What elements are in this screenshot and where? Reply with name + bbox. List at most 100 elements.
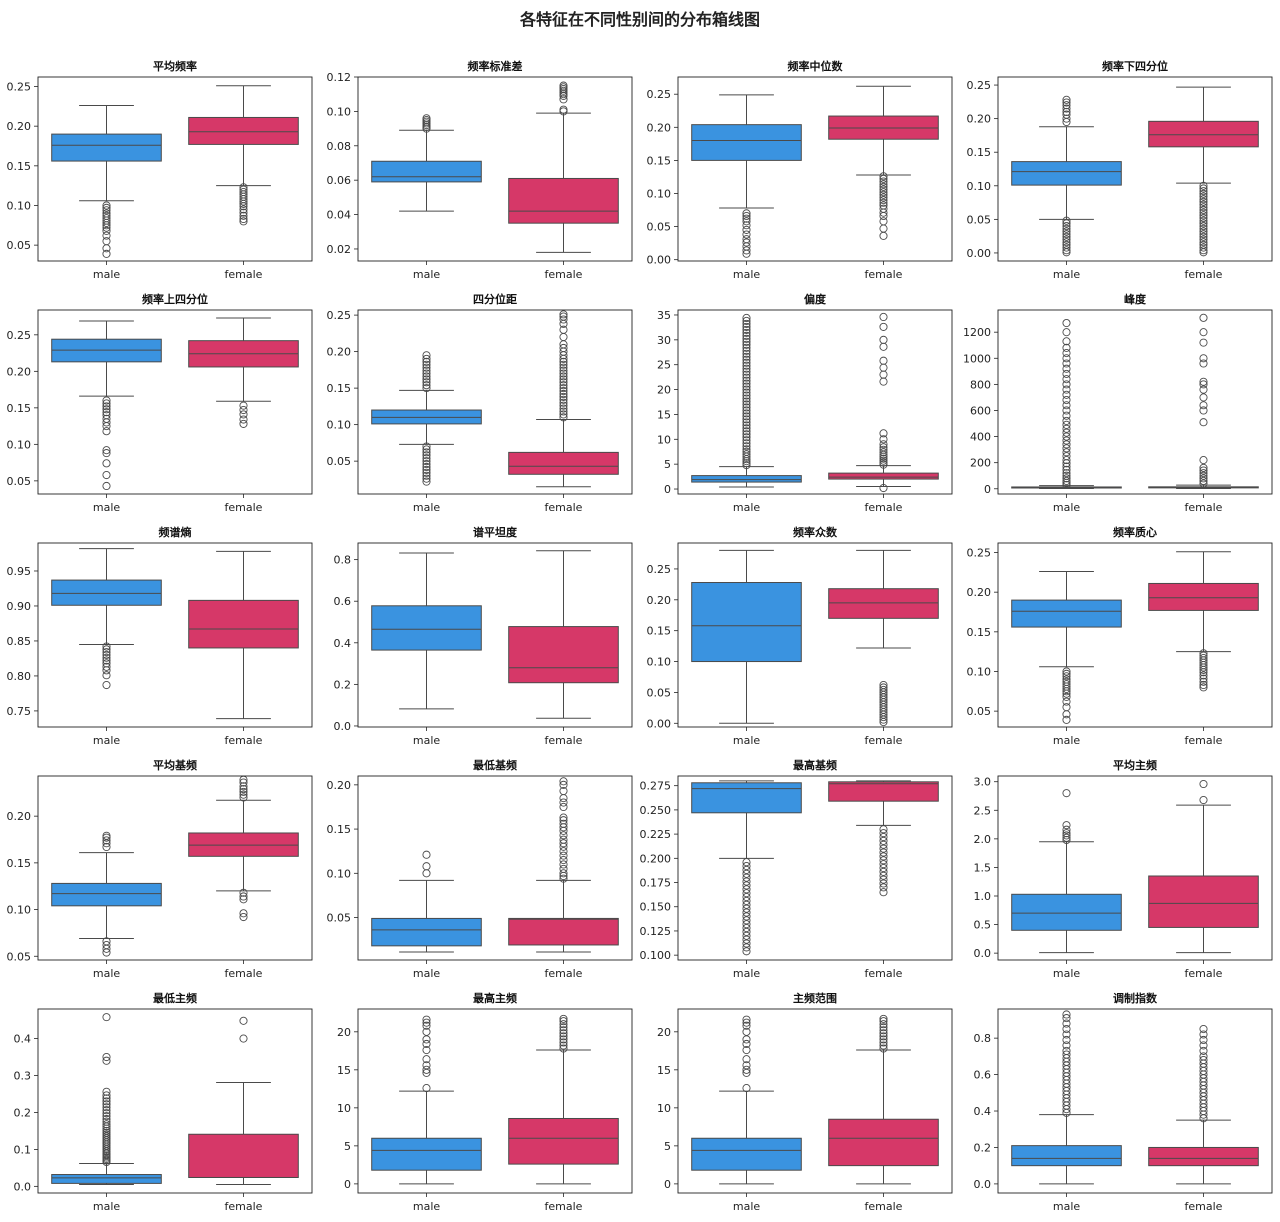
outlier-point <box>1199 671 1208 680</box>
x-tick-label-female: female <box>545 501 583 514</box>
outlier-point <box>1062 692 1071 701</box>
outlier-point <box>879 848 888 857</box>
outlier-point <box>422 460 431 469</box>
outlier-point <box>102 449 111 458</box>
outlier-point <box>239 217 248 226</box>
box-male <box>51 320 162 491</box>
y-tick-label: 0.10 <box>647 187 672 200</box>
outlier-point <box>559 81 568 90</box>
outlier-point <box>742 904 751 913</box>
outlier-point <box>742 214 751 223</box>
x-tick-label-male: male <box>413 967 441 980</box>
plot-frame <box>357 309 633 495</box>
outlier-point <box>102 405 111 414</box>
outlier-point <box>1199 246 1208 255</box>
outlier-point <box>1199 471 1208 480</box>
outlier-point <box>742 900 751 909</box>
outlier-point <box>1199 208 1208 217</box>
outlier-point <box>1062 1041 1071 1050</box>
outlier-point <box>742 947 751 956</box>
outlier-point <box>102 680 111 690</box>
y-tick-label: 0.02 <box>327 243 352 256</box>
outlier-point <box>742 367 751 376</box>
y-tick-label: 15 <box>657 408 671 421</box>
y-tick-label: 0.1 <box>14 1143 32 1156</box>
subplot-6: 四分位距 0.05 0.10 0.15 0.20 0.25 male female <box>327 292 633 514</box>
y-tick-label: 0.250 <box>640 804 672 817</box>
box-female <box>1148 313 1259 490</box>
outlier-point <box>879 224 888 233</box>
y-tick-label: 20 <box>657 1026 671 1039</box>
x-tick-label-male: male <box>93 1200 121 1213</box>
outlier-point <box>879 867 888 876</box>
outlier-point <box>742 230 751 239</box>
box-iqr <box>188 116 299 145</box>
outlier-point <box>879 888 888 897</box>
y-tick-label: 0.20 <box>7 120 32 133</box>
subplot-title: 四分位距 <box>473 292 517 306</box>
outlier-point <box>742 370 751 379</box>
outlier-point <box>1062 710 1071 719</box>
outlier-point <box>1062 95 1071 104</box>
outlier-point <box>1199 1035 1208 1045</box>
outlier-point <box>1199 1046 1208 1055</box>
outlier-point <box>1062 469 1071 478</box>
subplot-title: 调制指数 <box>1113 991 1158 1005</box>
outlier-point <box>879 429 888 438</box>
box-female <box>188 775 299 922</box>
x-tick-label-male: male <box>93 501 121 514</box>
y-tick-label: 0.15 <box>647 154 672 167</box>
box-male <box>1011 1010 1122 1185</box>
box-male <box>691 94 802 258</box>
outlier-point <box>559 389 568 399</box>
outlier-point <box>559 325 568 334</box>
outlier-point <box>102 1117 111 1126</box>
outlier-point <box>102 1091 111 1100</box>
outlier-point <box>422 354 431 363</box>
outlier-point <box>1062 318 1071 328</box>
outlier-point <box>102 944 111 953</box>
plot-frame <box>997 309 1273 495</box>
y-tick-label: 2.0 <box>974 833 992 846</box>
outlier-point <box>742 1055 751 1064</box>
x-tick-label-male: male <box>413 268 441 281</box>
subplot-title: 平均频率 <box>153 59 197 73</box>
outlier-point <box>879 335 888 344</box>
outlier-point <box>879 322 888 331</box>
outlier-point <box>239 197 248 206</box>
y-tick-label: 0 <box>664 1178 671 1191</box>
outlier-point <box>102 1103 111 1112</box>
outlier-point <box>102 201 111 210</box>
box-iqr <box>691 1137 802 1171</box>
outlier-point <box>879 1038 888 1047</box>
outlier-point <box>742 319 751 328</box>
y-tick-label: 10 <box>337 1102 351 1115</box>
box-iqr <box>51 579 162 606</box>
y-tick-label: 0.15 <box>967 626 992 639</box>
plot-frame <box>677 542 953 728</box>
outlier-point <box>742 340 751 349</box>
plot-frame <box>357 775 633 961</box>
outlier-point <box>742 421 751 430</box>
outlier-point <box>742 893 751 902</box>
outlier-point <box>559 363 568 372</box>
outlier-point <box>1062 401 1071 410</box>
y-tick-label: 0.5 <box>974 919 992 932</box>
box-female <box>1148 86 1259 257</box>
outlier-point <box>1062 1030 1071 1039</box>
box-iqr <box>51 882 162 907</box>
box-male <box>1011 95 1122 257</box>
outlier-point <box>559 835 568 844</box>
outlier-point <box>422 1055 431 1064</box>
x-tick-label-female: female <box>225 501 263 514</box>
outlier-point <box>742 343 751 352</box>
outlier-point <box>1199 195 1208 204</box>
outlier-point <box>879 193 888 202</box>
subplot-8: 峰度 0 200 400 600 800 1000 1200 male female <box>963 292 1273 514</box>
outlier-point <box>879 825 888 834</box>
outlier-point <box>742 896 751 905</box>
y-tick-label: 0.10 <box>327 105 352 118</box>
subplot-title: 最高主频 <box>473 991 517 1005</box>
outlier-point <box>239 892 248 901</box>
plot-frame <box>677 76 953 262</box>
